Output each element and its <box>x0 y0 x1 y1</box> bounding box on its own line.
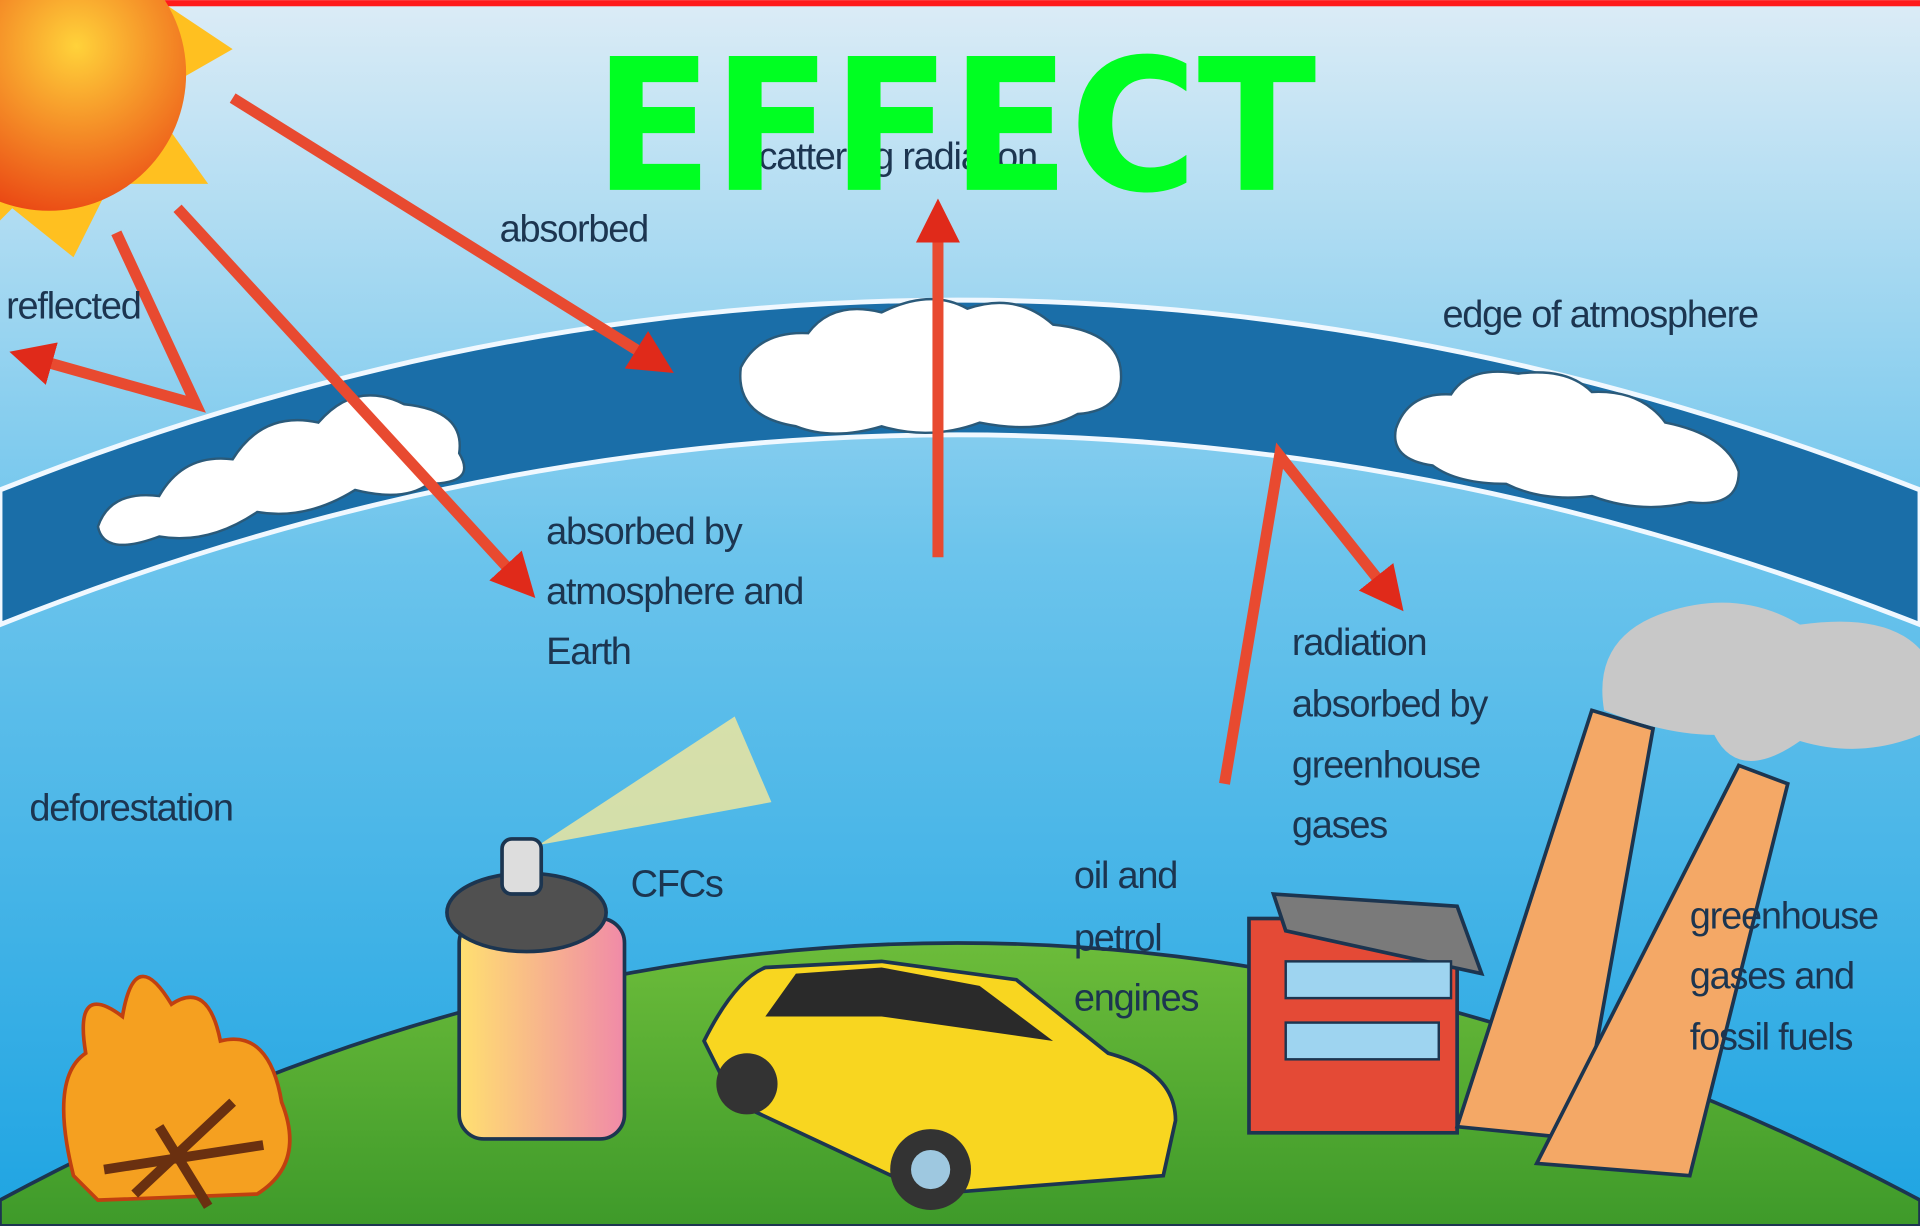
label: edge of atmosphere <box>1442 294 1758 336</box>
label: atmosphere and <box>546 571 803 613</box>
label: CFCs <box>631 863 723 905</box>
label: greenhouse <box>1292 745 1480 787</box>
diagram: scattering radiation EFFECT absorbed ref… <box>0 0 1920 1226</box>
label: absorbed <box>500 208 648 250</box>
label: oil and <box>1074 855 1177 897</box>
label: fossil fuels <box>1690 1017 1853 1059</box>
label: petrol <box>1074 917 1162 959</box>
label: gases <box>1292 805 1387 847</box>
label: radiation <box>1292 622 1427 664</box>
top-bar <box>0 0 1920 6</box>
page: scattering radiation EFFECT absorbed ref… <box>0 0 1920 1226</box>
label: gases and <box>1690 955 1854 997</box>
label: Earth <box>546 631 631 673</box>
label: deforestation <box>29 788 232 830</box>
label: greenhouse <box>1690 895 1878 937</box>
title: EFFECT <box>594 21 1316 234</box>
label: absorbed by <box>546 511 743 553</box>
label: absorbed by <box>1292 683 1489 725</box>
label: reflected <box>6 286 141 328</box>
label: engines <box>1074 977 1199 1019</box>
